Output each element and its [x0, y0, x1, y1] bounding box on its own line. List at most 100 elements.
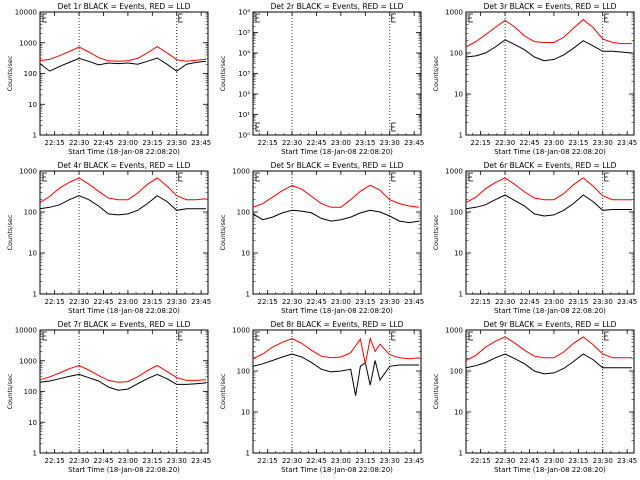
- y-tick-label: 1000: [445, 9, 463, 17]
- y-tick-label: 100: [450, 368, 463, 376]
- x-tick-label: 22:45: [519, 457, 539, 465]
- x-axis-label: Start Time (18-Jan-08 22:08:20): [68, 307, 180, 315]
- y-tick-label: 100: [237, 209, 250, 217]
- panel-title: Det 6r BLACK = Events, RED = LLD: [484, 161, 617, 170]
- y-tick-label: 10: [28, 419, 37, 427]
- x-axis-label: Start Time (18-Jan-08 22:08:20): [494, 307, 606, 315]
- y-tick-label: 10: [28, 250, 37, 258]
- series-line-lld: [39, 177, 207, 204]
- y-tick-label: 1000: [232, 327, 250, 335]
- x-axis-label: Start Time (18-Jan-08 22:08:20): [281, 148, 393, 156]
- start-bracket-marker: [468, 331, 473, 341]
- x-tick-label: 23:15: [355, 457, 375, 465]
- x-tick-label: 23:15: [142, 298, 162, 306]
- start-bracket-marker: [255, 13, 260, 23]
- x-tick-label: 23:15: [568, 298, 588, 306]
- x-axis-label: Start Time (18-Jan-08 22:08:20): [494, 466, 606, 474]
- y-tick-label: 10⁴: [238, 50, 250, 58]
- x-axis-label: Start Time (18-Jan-08 22:08:20): [68, 466, 180, 474]
- y-tick-label: 1: [33, 132, 37, 140]
- y-axis-label: Counts/sec: [219, 373, 227, 409]
- x-tick-label: 22:30: [282, 139, 302, 147]
- series-line-lld: [465, 336, 632, 361]
- x-tick-label: 23:00: [118, 298, 138, 306]
- x-tick-label: 22:30: [69, 139, 89, 147]
- x-tick-label: 23:15: [142, 139, 162, 147]
- y-tick-label: 1: [33, 291, 37, 299]
- y-tick-label: 10¹: [238, 111, 250, 119]
- plot-frame: [465, 329, 635, 454]
- x-tick-label: 22:45: [306, 457, 326, 465]
- panel-det-4r: Det 4r BLACK = Events, RED = LLD Start Ti…: [6, 161, 211, 315]
- e-bracket-marker: [604, 331, 609, 341]
- x-tick-label: 23:15: [355, 298, 375, 306]
- x-tick-label: 23:45: [191, 298, 211, 306]
- x-tick-label: 23:00: [331, 298, 351, 306]
- x-tick-label: 22:45: [519, 139, 539, 147]
- x-tick-label: 22:30: [69, 298, 89, 306]
- panel-det-7r: Det 7r BLACK = Events, RED = LLD Start Ti…: [6, 320, 211, 474]
- series-line-events: [465, 194, 632, 217]
- series-line-events: [39, 195, 206, 216]
- x-tick-label: 23:00: [118, 139, 138, 147]
- panel-det-5r: Det 5r BLACK = Events, RED = LLD Start Ti…: [219, 161, 424, 315]
- y-tick-label: 10⁶: [238, 9, 250, 17]
- x-axis-label: Start Time (18-Jan-08 22:08:20): [68, 148, 180, 156]
- start-bracket-marker-low: [255, 122, 260, 132]
- start-bracket-marker: [468, 13, 473, 23]
- x-tick-label: 22:15: [471, 298, 491, 306]
- plot-frame: [252, 170, 422, 295]
- y-tick-label: 1: [459, 450, 463, 458]
- x-tick-label: 23:00: [544, 139, 564, 147]
- x-tick-label: 23:45: [617, 457, 637, 465]
- x-tick-label: 23:30: [380, 139, 400, 147]
- x-tick-label: 23:15: [142, 457, 162, 465]
- x-axis-label: Start Time (18-Jan-08 22:08:20): [281, 307, 393, 315]
- x-tick-label: 23:00: [331, 139, 351, 147]
- x-tick-label: 22:45: [93, 457, 113, 465]
- plot-frame: [465, 11, 635, 136]
- start-bracket-marker: [255, 172, 260, 182]
- y-tick-label: 1000: [232, 168, 250, 176]
- e-bracket-marker: [391, 172, 396, 182]
- x-tick-label: 22:15: [45, 139, 65, 147]
- y-tick-label: 100: [24, 70, 37, 78]
- y-tick-label: 100: [450, 50, 463, 58]
- y-tick-label: 1000: [19, 168, 37, 176]
- plot-frame: [252, 329, 422, 454]
- x-tick-label: 22:45: [306, 139, 326, 147]
- x-tick-label: 23:30: [167, 298, 187, 306]
- e-bracket-marker: [604, 172, 609, 182]
- y-axis-label: Counts/sec: [6, 55, 14, 91]
- y-axis-label: Counts/sec: [432, 214, 440, 250]
- x-tick-label: 22:15: [258, 139, 278, 147]
- x-tick-label: 22:45: [306, 298, 326, 306]
- series-line-events: [252, 209, 420, 224]
- start-bracket-marker: [255, 331, 260, 341]
- e-bracket-marker: [178, 13, 183, 23]
- x-tick-label: 23:45: [191, 457, 211, 465]
- x-tick-label: 23:45: [617, 298, 637, 306]
- plot-frame: [465, 170, 635, 295]
- series-line-events: [39, 57, 207, 72]
- y-axis-label: Counts/sec: [432, 373, 440, 409]
- x-tick-label: 23:30: [593, 457, 613, 465]
- panel-title: Det 2r BLACK = Events, RED = LLD: [271, 2, 404, 11]
- y-tick-label: 100: [24, 209, 37, 217]
- panel-det-8r: Det 8r BLACK = Events, RED = LLD Start Ti…: [219, 320, 424, 474]
- y-tick-label: 1000: [19, 357, 37, 365]
- y-tick-label: 1000: [19, 39, 37, 47]
- panel-det-6r: Det 6r BLACK = Events, RED = LLD Start Ti…: [432, 161, 637, 315]
- x-tick-label: 22:15: [45, 457, 65, 465]
- x-tick-label: 23:15: [568, 457, 588, 465]
- x-tick-label: 23:30: [593, 298, 613, 306]
- y-tick-label: 10⁰: [238, 132, 250, 140]
- series-line-lld: [252, 184, 420, 208]
- y-tick-label: 10²: [238, 91, 250, 99]
- y-tick-label: 1: [33, 450, 37, 458]
- x-tick-label: 23:30: [593, 139, 613, 147]
- y-tick-label: 10: [241, 250, 250, 258]
- plot-frame: [39, 170, 209, 295]
- x-tick-label: 23:00: [331, 457, 351, 465]
